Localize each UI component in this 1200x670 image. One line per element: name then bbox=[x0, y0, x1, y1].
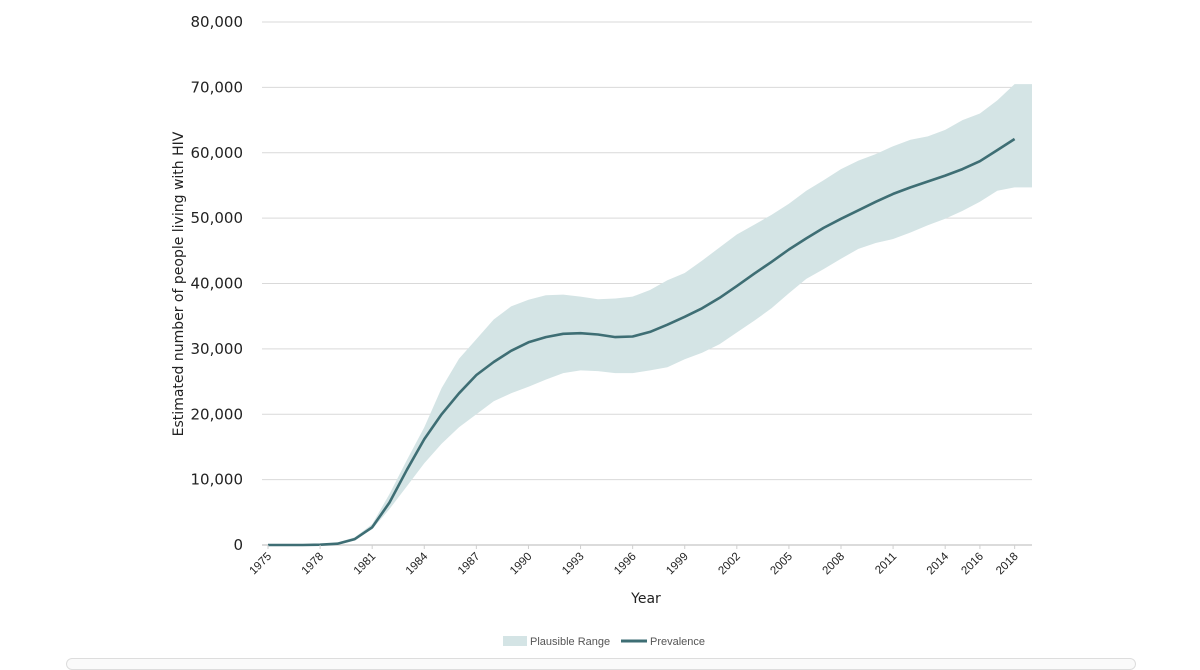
plausible-range-band bbox=[268, 84, 1032, 545]
legend-label-prevalence: Prevalence bbox=[650, 636, 705, 648]
gridlines bbox=[262, 21, 1032, 481]
x-tick-label: 1981 bbox=[352, 551, 379, 578]
x-tick-label: 1984 bbox=[404, 550, 431, 577]
x-tick-label: 2002 bbox=[716, 551, 743, 578]
x-tick-label: 1990 bbox=[508, 551, 535, 578]
x-tick-label: 2018 bbox=[994, 551, 1021, 578]
prevalence-line bbox=[268, 137, 1016, 547]
y-tick-label: 40,000 bbox=[191, 275, 244, 293]
y-tick-label: 30,000 bbox=[191, 340, 244, 358]
x-tick-label: 1978 bbox=[300, 551, 327, 578]
y-tick-label: 20,000 bbox=[191, 405, 244, 423]
x-tick-label: 2008 bbox=[821, 551, 848, 578]
y-axis-title: Estimated number of people living with H… bbox=[171, 131, 187, 436]
y-tick-label: 10,000 bbox=[191, 471, 244, 489]
bottom-panel-edge bbox=[66, 658, 1136, 670]
x-axis-title: Year bbox=[630, 591, 661, 607]
y-tick-labels: 0 10,000 20,000 30,000 40,000 50,000 60,000 70,… bbox=[191, 13, 244, 554]
y-tick-label: 60,000 bbox=[191, 144, 244, 162]
x-tick-label: 1996 bbox=[612, 551, 639, 578]
y-tick-label: 50,000 bbox=[191, 209, 244, 227]
x-tick-label: 1999 bbox=[664, 551, 691, 578]
x-tick-label: 1993 bbox=[560, 551, 587, 578]
x-tick-label: 1975 bbox=[248, 551, 275, 578]
y-tick-label: 0 bbox=[233, 536, 243, 554]
x-tick-labels: 1975 1978 1981 1984 1987 1990 1993 1996 1999 2002… bbox=[248, 545, 1021, 577]
x-tick-label: 2014 bbox=[925, 550, 952, 577]
legend: Plausible Range Prevalence bbox=[503, 636, 705, 648]
y-tick-label: 80,000 bbox=[191, 13, 244, 31]
x-tick-label: 2011 bbox=[873, 551, 899, 577]
x-tick-label: 2005 bbox=[768, 551, 795, 578]
y-tick-label: 70,000 bbox=[191, 78, 244, 96]
legend-swatch-plausible-range bbox=[503, 636, 527, 646]
x-tick-label: 1987 bbox=[456, 551, 483, 578]
x-tick-label: 2016 bbox=[959, 551, 986, 578]
legend-label-plausible-range: Plausible Range bbox=[530, 636, 610, 648]
